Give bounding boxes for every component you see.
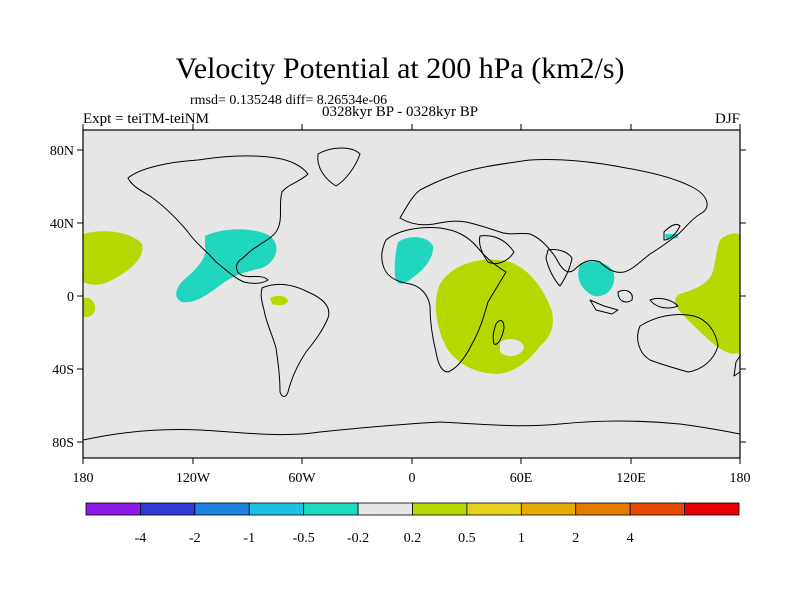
colorbar-labels: -4 -2 -1 -0.5 -0.2 0.2 0.5 1 2 4 [135,531,634,546]
region-east-africa-indian-ocean [435,259,553,374]
colorbar-box [466,502,522,516]
lat-tick-label: 40N [50,217,74,232]
colorbar-label: -1 [243,531,255,546]
lat-tick-label: 80N [50,144,74,159]
lon-tick-label: 60W [288,471,316,486]
colorbar-box [520,502,577,516]
lon-axis [82,124,741,464]
colorbar-label: -0.5 [293,531,315,546]
colorbar-box [303,502,359,516]
contour-regions [83,229,740,374]
region-south-america-amazon [270,295,288,306]
experiment-label: Expt = teiTM-teiNM [83,111,209,127]
colorbar-label: 0.2 [404,531,422,546]
period-label: 0328kyr BP - 0328kyr BP [322,104,479,120]
colorbar-box [248,502,305,516]
colorbar-box [412,502,468,516]
colorbar-box [194,502,250,516]
lat-tick-label: 40S [52,363,74,378]
lon-tick-label: 120E [616,471,646,486]
region-west-pacific-australia [675,233,740,354]
colorbar-label: 2 [572,531,579,546]
stats-text: rmsd= 0.135248 diff= 8.26534e-06 [190,93,388,108]
season-label: DJF [714,111,740,127]
colorbar-boxes [85,502,740,516]
lat-tick-label: 80S [52,436,74,451]
region-central-north-pacific-south [83,297,96,318]
lat-axis [77,149,746,443]
lat-tick-label: 0 [67,290,74,305]
map-title: Velocity Potential at 200 hPa (km2/s) [175,52,625,85]
lon-tick-label: 120W [176,471,211,486]
colorbar-box [629,502,685,516]
colorbar-label: 1 [518,531,525,546]
colorbar-label: 4 [627,531,634,546]
region-west-africa [394,237,434,284]
lon-tick-label: 0 [409,471,416,486]
region-indochina [578,261,615,297]
lon-tick-labels: 180 120W 60W 0 60E 120E 180 [73,471,751,486]
lon-tick-label: 60E [510,471,533,486]
colorbar-box [357,502,413,516]
colorbar: -4 -2 -1 -0.5 -0.2 0.2 0.5 1 2 4 [85,502,740,546]
colorbar-box [85,502,141,516]
region-central-north-pacific [83,231,143,285]
coastlines [82,147,741,441]
lat-tick-labels: 80N 40N 0 40S 80S [50,144,74,451]
colorbar-label: -2 [189,531,201,546]
colorbar-label: -4 [135,531,147,546]
lon-tick-label: 180 [73,471,94,486]
colorbar-box [684,502,740,516]
colorbar-box [140,502,196,516]
region-central-america-gulf [176,229,277,303]
colorbar-label: 0.5 [458,531,476,546]
region-japan [665,234,678,239]
colorbar-label: -0.2 [347,531,369,546]
colorbar-box [575,502,631,516]
lon-tick-label: 180 [730,471,751,486]
